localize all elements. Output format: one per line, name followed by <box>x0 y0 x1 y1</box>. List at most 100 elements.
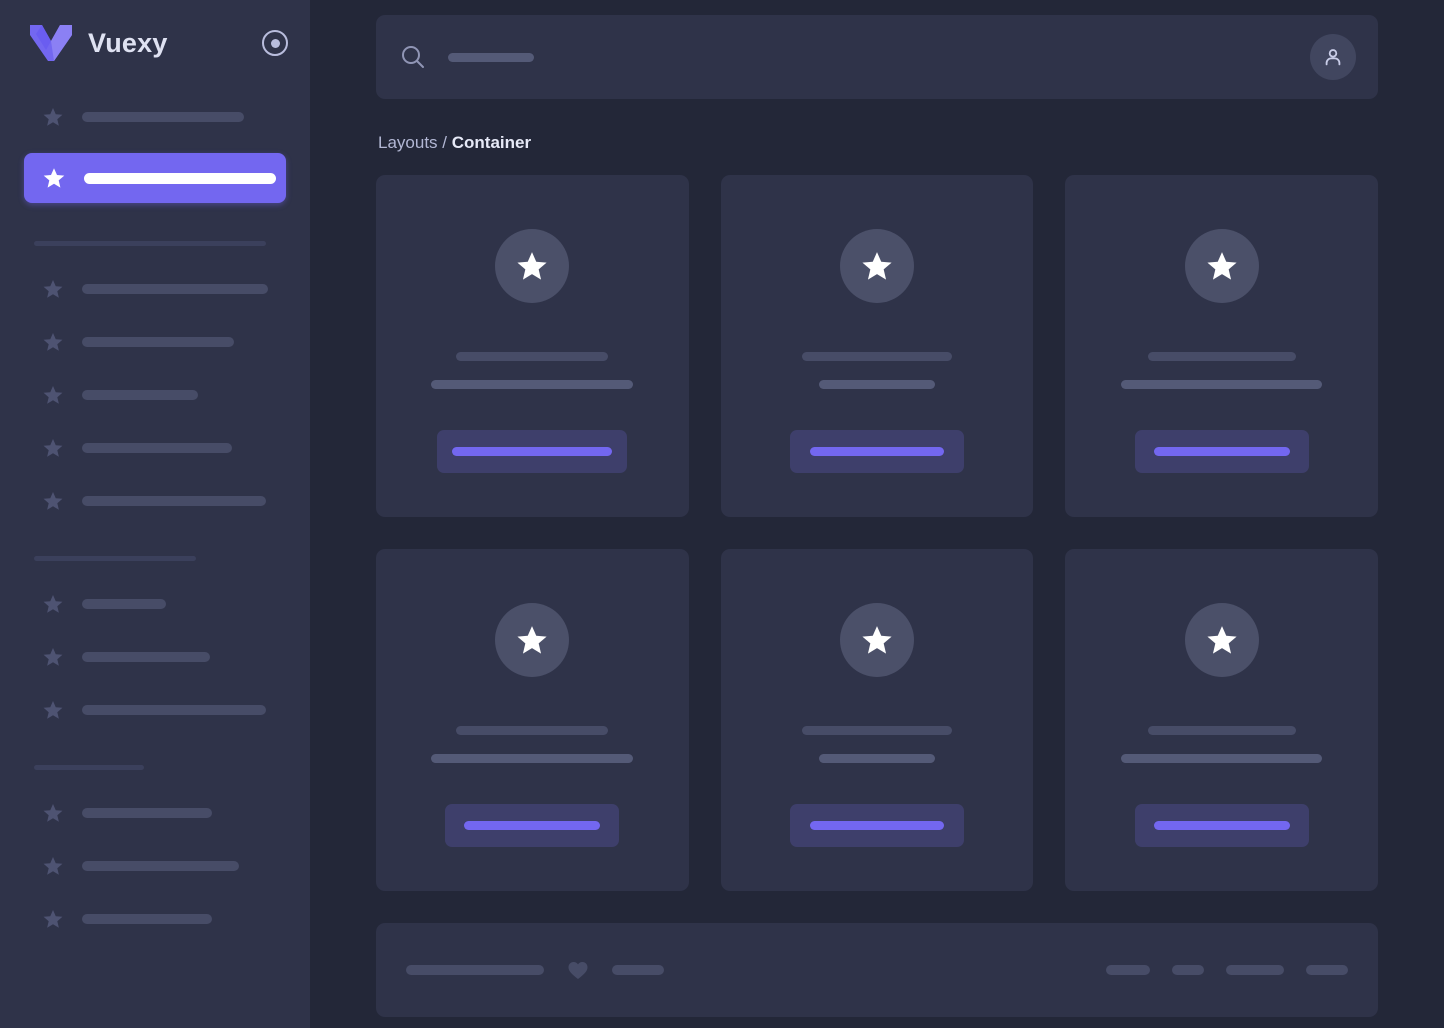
star-icon <box>860 623 894 657</box>
star-icon <box>42 331 64 353</box>
search-icon <box>400 44 426 70</box>
sidebar-item-label <box>82 599 166 609</box>
card-text-lines <box>721 726 1034 763</box>
breadcrumb: Layouts / Container <box>378 133 1378 153</box>
sidebar-item-2-1[interactable] <box>24 640 286 674</box>
card-action-button-label <box>452 447 613 456</box>
search-input[interactable] <box>448 52 534 62</box>
sidebar-group-2 <box>0 556 310 727</box>
sidebar-item-label <box>82 390 198 400</box>
sidebar-item-3-1[interactable] <box>24 849 286 883</box>
card-subtitle-line <box>818 380 935 389</box>
star-icon <box>42 437 64 459</box>
card-avatar <box>495 603 570 677</box>
sidebar-item-3-0[interactable] <box>24 796 286 830</box>
sidebar-item-1-1[interactable] <box>24 325 286 359</box>
sidebar-item-2-2[interactable] <box>24 693 286 727</box>
star-icon <box>1205 623 1239 657</box>
card-action-button-label <box>1153 447 1290 456</box>
card-action-button[interactable] <box>1134 430 1309 473</box>
card-action-button[interactable] <box>789 430 964 473</box>
content-card <box>376 549 689 891</box>
sidebar: Vuexy <box>0 0 310 1028</box>
breadcrumb-current: Container <box>451 133 532 152</box>
footer-link-bar[interactable] <box>612 965 664 975</box>
card-action-button-label <box>464 821 601 830</box>
sidebar-nav <box>0 100 310 936</box>
star-icon <box>42 646 64 668</box>
avatar[interactable] <box>1310 34 1356 80</box>
star-icon <box>42 802 64 824</box>
card-action-button[interactable] <box>789 804 964 847</box>
card-title-line <box>801 726 952 735</box>
breadcrumb-parent[interactable]: Layouts <box>378 133 438 152</box>
content-card <box>720 549 1034 891</box>
card-action-button-label <box>809 447 944 456</box>
sidebar-section-divider <box>34 556 196 561</box>
sidebar-item-0-1[interactable] <box>24 153 286 203</box>
card-subtitle-line <box>1121 754 1323 763</box>
footer-nav-bar-0[interactable] <box>1106 965 1150 975</box>
star-icon <box>42 166 66 190</box>
user-avatar-icon <box>1322 46 1344 68</box>
card-text-lines <box>1065 352 1378 389</box>
sidebar-item-3-2[interactable] <box>24 902 286 936</box>
star-icon <box>1205 249 1239 283</box>
star-icon <box>515 623 549 657</box>
footer-nav-bar-2[interactable] <box>1226 965 1284 975</box>
sidebar-item-label <box>84 172 276 184</box>
sidebar-item-1-4[interactable] <box>24 484 286 518</box>
card-action-button[interactable] <box>1134 804 1309 847</box>
card-avatar <box>1184 603 1259 677</box>
card-title-line <box>1147 726 1296 735</box>
star-icon <box>42 106 64 128</box>
card-action-button[interactable] <box>445 804 620 847</box>
sidebar-item-label <box>82 652 210 662</box>
sidebar-item-label <box>82 861 239 871</box>
card-text-lines <box>376 726 689 763</box>
sidebar-item-1-2[interactable] <box>24 378 286 412</box>
footer-nav-bar-3[interactable] <box>1306 965 1348 975</box>
star-icon <box>42 384 64 406</box>
content-card <box>720 175 1034 517</box>
card-text-lines <box>721 352 1034 389</box>
sidebar-item-label <box>82 284 268 294</box>
card-grid <box>376 175 1378 891</box>
sidebar-item-1-0[interactable] <box>24 272 286 306</box>
card-action-button[interactable] <box>437 430 628 473</box>
card-subtitle-line <box>1121 380 1323 389</box>
sidebar-item-label <box>82 496 266 506</box>
card-avatar <box>839 229 914 303</box>
sidebar-item-2-0[interactable] <box>24 587 286 621</box>
card-title-line <box>1147 352 1296 361</box>
footer-nav-bar-1[interactable] <box>1172 965 1204 975</box>
breadcrumb-separator: / <box>442 133 448 152</box>
sidebar-section-divider <box>34 765 144 770</box>
footer-text-bar <box>406 965 544 975</box>
sidebar-item-label <box>82 443 232 453</box>
sidebar-section-divider <box>34 241 266 246</box>
card-text-lines <box>1065 726 1378 763</box>
card-subtitle-line <box>818 754 935 763</box>
search-bar[interactable] <box>376 15 1378 99</box>
circle-dot-pin-icon[interactable] <box>262 30 288 56</box>
sidebar-item-1-3[interactable] <box>24 431 286 465</box>
star-icon <box>860 249 894 283</box>
card-action-button-label <box>809 821 944 830</box>
card-action-button-label <box>1153 821 1290 830</box>
sidebar-item-0-0[interactable] <box>24 100 286 134</box>
card-title-line <box>801 352 952 361</box>
star-icon <box>42 278 64 300</box>
star-icon <box>515 249 549 283</box>
content-card <box>376 175 689 517</box>
sidebar-item-label <box>82 914 212 924</box>
star-icon <box>42 699 64 721</box>
footer-bar <box>376 923 1378 1017</box>
card-avatar <box>1184 229 1259 303</box>
heart-icon <box>566 958 590 982</box>
card-avatar <box>495 229 570 303</box>
vuexy-v-logo-icon <box>30 23 72 63</box>
footer-right-group <box>1106 965 1348 975</box>
content-card <box>1065 175 1378 517</box>
